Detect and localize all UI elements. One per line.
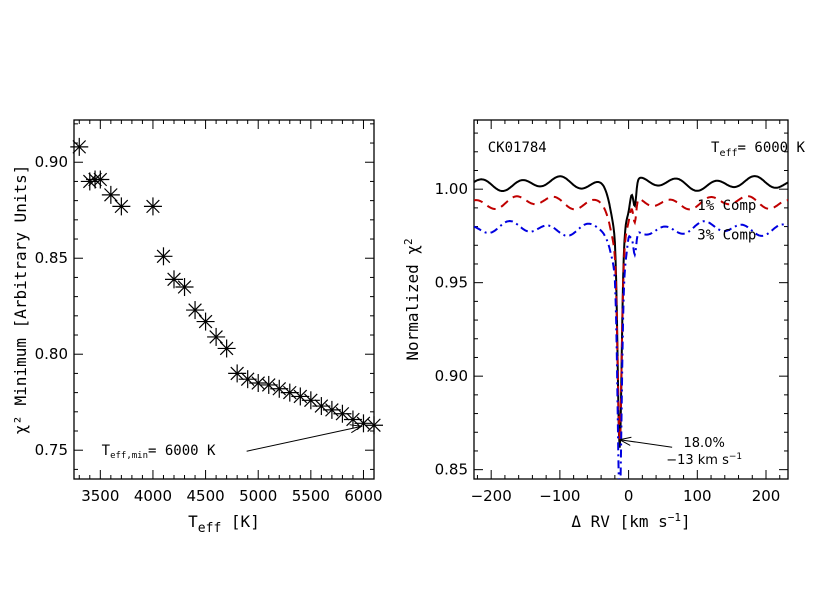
series-line-2: [474, 195, 788, 442]
data-point: [112, 197, 131, 216]
right-annotation-depth: 18.0%: [684, 436, 725, 451]
marker-stroke: [156, 249, 171, 264]
marker-stroke: [177, 280, 192, 294]
x-tick-label: 4000: [134, 487, 172, 505]
marker-stroke: [219, 341, 234, 356]
left-points: [70, 137, 383, 435]
data-point: [365, 416, 383, 435]
left-annotation-arrow: [246, 425, 362, 452]
right-ticks: −200 −100 0 100 200 0.85 0.90 0.95 1.00: [435, 120, 788, 505]
marker-stroke: [104, 188, 118, 202]
data-point: [143, 197, 162, 216]
right-annotation-rv: −13 km s−1: [666, 452, 742, 468]
x-tick-label: −200: [471, 487, 512, 505]
y-tick-label: 0.75: [35, 441, 68, 459]
right-plot-frame: [473, 119, 789, 480]
marker-stroke: [314, 399, 329, 413]
marker-stroke: [346, 412, 360, 427]
marker-stroke: [261, 378, 276, 392]
data-point: [217, 339, 236, 358]
marker-stroke: [240, 372, 255, 386]
x-tick-label: −100: [539, 487, 580, 505]
data-point: [175, 278, 194, 297]
x-tick-label: 5000: [239, 487, 277, 505]
data-point: [207, 327, 226, 346]
marker-stroke: [293, 389, 308, 404]
right-x-axis-label: Δ RV [km s−1]: [571, 511, 690, 531]
data-point: [154, 247, 173, 266]
marker-stroke: [367, 418, 381, 433]
marker-stroke: [304, 393, 318, 408]
teff-label: Teff= 6000 K: [711, 140, 806, 159]
y-tick-label: 0.95: [435, 274, 468, 292]
x-tick-label: 4500: [186, 487, 224, 505]
series-label-1pct: 1% Comp: [697, 198, 756, 214]
series-line-1: [474, 175, 788, 448]
marker-stroke: [198, 314, 213, 329]
left-ticks: 3500 4000 4500 5000 5500 6000 0.75 0.80 0.85 0.90: [35, 120, 383, 505]
left-y-axis-label: χ² Minimum [Arbitrary Units]: [11, 165, 30, 435]
star-id-label: CK01784: [488, 140, 547, 156]
marker-stroke: [283, 385, 297, 400]
data-point: [70, 137, 89, 156]
right-y-axis-label: Normalized χ2: [402, 238, 422, 360]
marker-stroke: [167, 272, 181, 287]
right-annotation: 18.0% −13 km s−1: [618, 436, 742, 468]
left-x-axis-label: Teff [K]: [188, 512, 260, 536]
left-annotation-text: Teff,min= 6000 K: [102, 443, 216, 461]
right-annotation-arrowhead: [618, 436, 632, 446]
right-series: [474, 175, 788, 479]
data-point: [91, 170, 110, 189]
y-tick-label: 0.85: [435, 461, 468, 479]
data-point: [333, 404, 352, 423]
x-tick-label: 100: [683, 487, 712, 505]
left-panel: 3500 4000 4500 5000 5500 6000 0.75 0.80 0.85 0.90…: [11, 119, 383, 536]
marker-stroke: [72, 140, 87, 154]
left-annotation: Teff,min= 6000 K: [102, 424, 363, 461]
marker-stroke: [230, 366, 244, 381]
marker-stroke: [146, 199, 160, 214]
left-plot-frame: [73, 119, 375, 480]
data-point: [101, 185, 120, 204]
series-line-3: [474, 219, 788, 479]
data-point: [301, 391, 320, 410]
y-tick-label: 0.90: [435, 367, 468, 385]
marker-stroke: [209, 330, 223, 344]
data-point: [165, 270, 183, 289]
data-point: [228, 364, 247, 383]
left-annotation-arrowhead: [349, 424, 363, 434]
marker-stroke: [325, 403, 339, 417]
data-point: [186, 301, 205, 320]
series-label-3pct: 3% Comp: [697, 228, 756, 244]
right-annotation-arrow: [619, 439, 673, 448]
y-tick-label: 1.00: [435, 180, 468, 198]
x-tick-label: 3500: [81, 487, 119, 505]
data-point: [196, 312, 215, 331]
marker-stroke: [188, 303, 202, 317]
marker-stroke: [93, 172, 108, 187]
marker-stroke: [83, 174, 97, 189]
y-tick-label: 0.80: [35, 345, 68, 363]
x-tick-label: 6000: [344, 487, 382, 505]
marker-stroke: [335, 406, 350, 421]
marker-stroke: [114, 199, 129, 214]
x-tick-label: 0: [624, 487, 634, 505]
y-tick-label: 0.85: [35, 249, 68, 267]
x-tick-label: 200: [752, 487, 781, 505]
marker-stroke: [272, 381, 287, 396]
x-tick-label: 5500: [292, 487, 330, 505]
y-tick-label: 0.90: [35, 153, 68, 171]
